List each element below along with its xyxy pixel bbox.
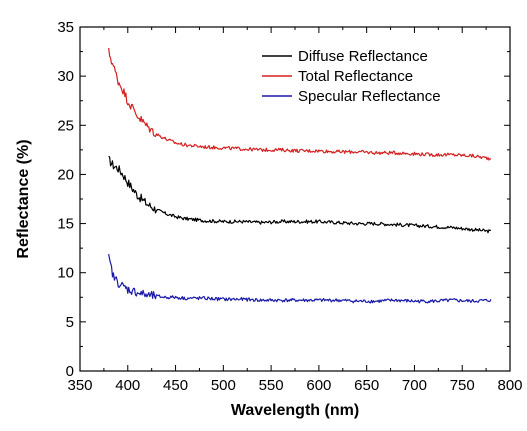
x-tick-label: 600 [306, 377, 331, 394]
y-tick-label: 20 [57, 166, 74, 183]
x-tick-label: 350 [67, 377, 92, 394]
x-tick-label: 700 [402, 377, 427, 394]
x-tick-label: 500 [211, 377, 236, 394]
legend-label: Total Reflectance [298, 68, 413, 85]
y-tick-label: 25 [57, 117, 74, 134]
y-tick-label: 30 [57, 68, 74, 85]
legend: Diffuse Reflectance Total Reflectance Spec… [262, 48, 441, 105]
x-tick-label: 750 [450, 377, 475, 394]
x-axis-title: Wavelength (nm) [231, 402, 359, 419]
y-axis-title: Reflectance (%) [15, 139, 32, 258]
x-tick-label: 450 [163, 377, 188, 394]
y-tick-label: 0 [66, 363, 74, 380]
x-tick-label: 400 [115, 377, 140, 394]
y-tick-label: 5 [66, 314, 74, 331]
series-line-diffuse-reflectance [108, 155, 492, 234]
y-tick-label: 10 [57, 265, 74, 282]
x-tick-label: 800 [497, 377, 522, 394]
x-tick-label: 550 [259, 377, 284, 394]
x-tick-label: 650 [354, 377, 379, 394]
y-tick-label: 35 [57, 19, 74, 36]
series-line-specular-reflectance [108, 253, 492, 304]
series-layer [108, 47, 492, 304]
legend-label: Specular Reflectance [298, 88, 441, 105]
legend-label: Diffuse Reflectance [298, 48, 428, 65]
axes-layer: 350 400 450 500 550 600 650 700 750 800 0 5 10 15 20 25… [57, 19, 522, 394]
series-line-total-reflectance [108, 47, 492, 161]
y-tick-label: 15 [57, 216, 74, 233]
